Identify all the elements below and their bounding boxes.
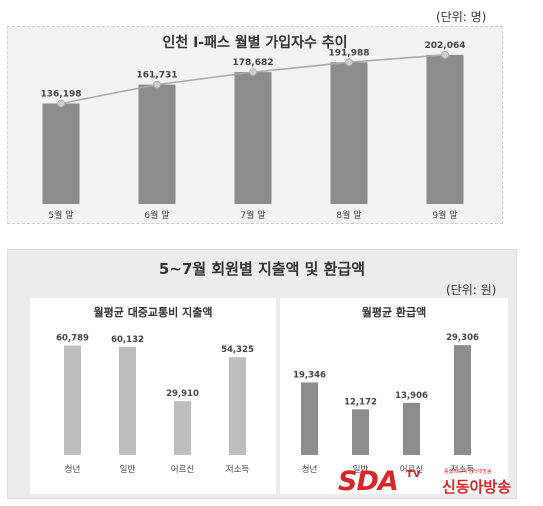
chart-title: 월평균 환급액 — [362, 305, 427, 319]
data-label: 136,198 — [41, 89, 82, 99]
tick-label: 6월 말 — [144, 209, 169, 221]
tick-label: 5월 말 — [48, 209, 73, 221]
trend-point — [57, 99, 65, 108]
monthly-spending-chart: 월평균 대중교통비 지출액 60,789 청년 60,132 일반 29,910 어르신 5… — [56, 305, 254, 475]
data-label: 29,306 — [446, 333, 479, 343]
tick-label: 일반 — [120, 464, 136, 475]
svg-text:SDA: SDA — [338, 466, 398, 495]
monthly-subscribers-chart: 인천 I-패스 월별 가입자수 추이 136,198 5월 말 161,731 6월 … — [41, 34, 466, 221]
data-label: 12,172 — [344, 397, 377, 407]
tick-label: 저소득 — [226, 465, 250, 475]
tick-label: 청년 — [65, 464, 81, 475]
data-label: 29,910 — [166, 389, 199, 399]
logo-name: 신동아방송 — [442, 478, 512, 496]
chart-title: 인천 I-패스 월별 가입자수 추이 — [162, 34, 347, 51]
top-chart-panel: 인천 I-패스 월별 가입자수 추이 136,198 5월 말 161,731 6월 … — [7, 26, 503, 224]
spending-chart-box: 월평균 대중교통비 지출액 60,789 청년 60,132 일반 29,910 어르신 5… — [30, 298, 276, 494]
bottom-chart-panel: 5~7월 회원별 지출액 및 환급액 (단위: 원) 월평균 대중교통비 지출액… — [7, 249, 517, 499]
trend-point — [153, 80, 161, 89]
data-label: 19,346 — [293, 370, 326, 380]
bar — [42, 103, 80, 204]
data-label: 60,789 — [56, 334, 89, 344]
trend-point — [249, 68, 257, 77]
bottom-unit-label: (단위: 원) — [446, 283, 497, 297]
bar — [454, 345, 471, 455]
top-unit-label: (단위: 명) — [436, 10, 487, 24]
data-label: 202,064 — [425, 41, 466, 51]
bar — [174, 401, 191, 455]
tick-label: 9월 말 — [432, 209, 457, 221]
trend-point — [441, 50, 449, 59]
bar — [352, 409, 369, 455]
data-label: 161,731 — [137, 71, 178, 81]
bar — [138, 84, 176, 204]
tick-label: 7월 말 — [240, 209, 265, 221]
data-label: 191,988 — [329, 48, 370, 58]
broadcaster-logo: SDA TV 종합미디어 인터넷방송 신동아방송 — [336, 465, 516, 497]
bar — [229, 357, 246, 455]
chart-title: 월평균 대중교통비 지출액 — [94, 305, 213, 319]
data-label: 54,325 — [221, 345, 254, 355]
bottom-section-title: 5~7월 회원별 지출액 및 환급액 — [158, 260, 366, 278]
bar — [234, 72, 272, 204]
tick-label: 저소득 — [451, 465, 475, 475]
monthly-refund-chart: 월평균 환급액 19,346 청년 12,172 일반 13,906 어르신 29,306 저… — [293, 305, 479, 475]
tick-label: 8월 말 — [336, 209, 361, 221]
data-label: 178,682 — [233, 58, 274, 68]
bar — [403, 402, 420, 455]
bar — [426, 54, 464, 205]
tick-label: 어르신 — [400, 464, 423, 475]
svg-text:TV: TV — [406, 469, 421, 480]
bar — [64, 345, 81, 455]
data-label: 60,132 — [111, 335, 144, 345]
tick-label: 어르신 — [171, 464, 194, 475]
trend-point — [345, 58, 353, 67]
refund-chart-box: 월평균 환급액 19,346 청년 12,172 일반 13,906 어르신 29,306 저… — [280, 298, 508, 494]
data-label: 13,906 — [395, 391, 428, 401]
bar — [301, 382, 318, 455]
bar — [119, 346, 136, 455]
bar — [330, 62, 368, 204]
sda-logo-icon: SDA TV — [338, 466, 421, 497]
tick-label: 청년 — [302, 464, 318, 475]
logo-small-text: 종합미디어 인터넷방송 — [444, 469, 492, 475]
tick-label: 일반 — [353, 464, 369, 475]
